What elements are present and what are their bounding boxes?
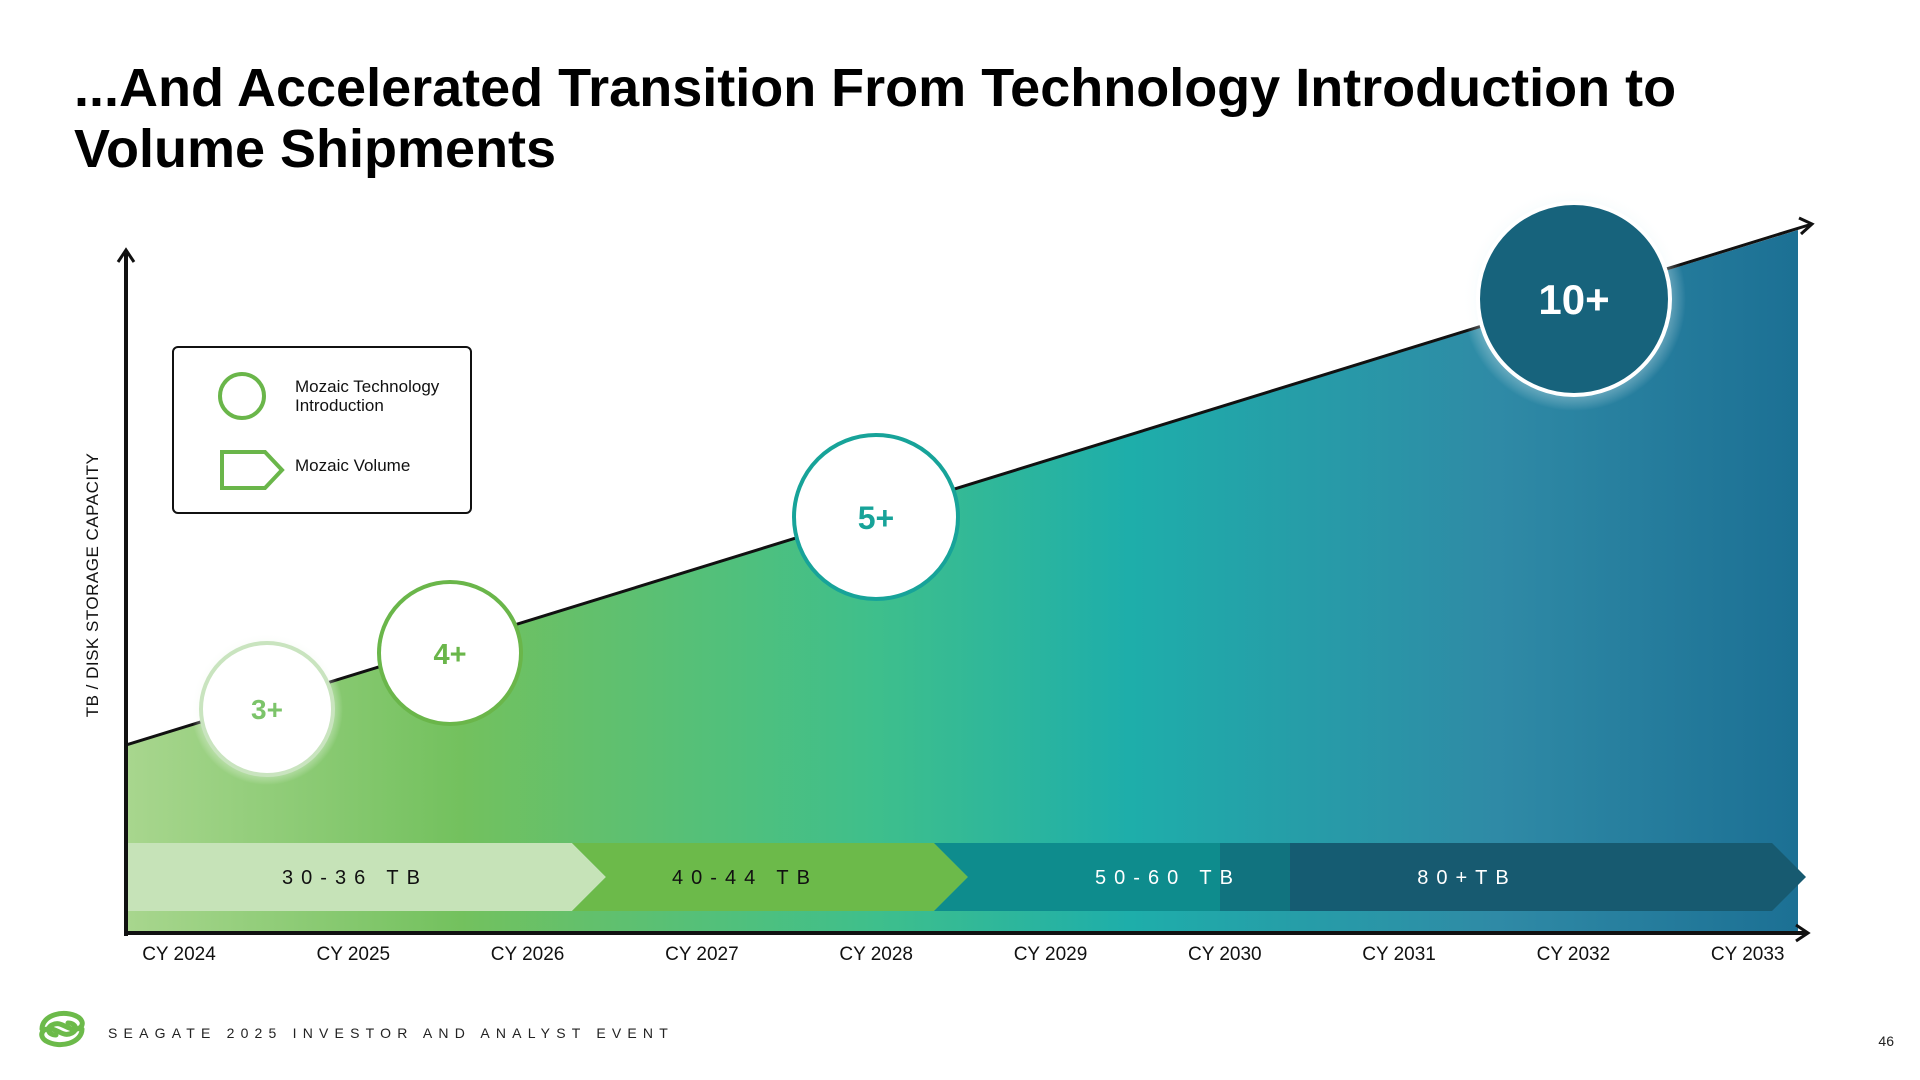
volume-band-1 — [128, 843, 606, 911]
trend-arrowhead — [1798, 216, 1815, 236]
legend-volume-label: Mozaic Volume — [295, 456, 410, 475]
x-tick-label: CY 2028 — [839, 944, 913, 965]
x-tick-label: CY 2032 — [1537, 944, 1611, 965]
intro-circle-5 — [792, 433, 960, 601]
x-tick-label: CY 2026 — [491, 944, 565, 965]
legend-box — [172, 346, 472, 514]
x-tick-label: CY 2027 — [665, 944, 739, 965]
volume-band-label-3: 50-60 TB — [1095, 867, 1241, 889]
legend-volume-arrow-icon — [220, 450, 285, 490]
intro-circle-4 — [377, 580, 523, 726]
x-axis-arrowhead — [1795, 923, 1811, 943]
volume-band-2 — [572, 843, 968, 911]
legend: Mozaic Technology Introduction Mozaic Vo… — [172, 346, 472, 514]
intro-circle-3 — [199, 641, 335, 777]
footer-event-name: SEAGATE 2025 INVESTOR AND ANALYST EVENT — [108, 1025, 674, 1041]
capacity-area — [126, 230, 1798, 933]
volume-band-label-1: 30-36 TB — [282, 867, 428, 889]
intro-label-4: 4+ — [433, 639, 466, 671]
volume-band-3-4-blend — [1220, 843, 1360, 911]
y-axis-label: TB / DISK STORAGE CAPACITY — [83, 453, 102, 718]
x-tick-label: CY 2033 — [1711, 944, 1785, 965]
seagate-logo-icon — [39, 1011, 85, 1047]
x-tick-label: CY 2031 — [1362, 944, 1436, 965]
legend-introduction-label-line2: Introduction — [295, 396, 384, 415]
x-tick-label: CY 2025 — [316, 944, 390, 965]
x-tick-label: CY 2030 — [1188, 944, 1262, 965]
volume-band-4 — [1290, 843, 1806, 911]
volume-band-label-4: 80+TB — [1417, 867, 1516, 889]
intro-label-10: 10+ — [1538, 276, 1609, 323]
intro-label-3: 3+ — [251, 694, 283, 725]
legend-introduction-label: Mozaic Technology Introduction — [295, 377, 444, 415]
intro-label-5: 5+ — [858, 500, 894, 536]
volume-band-3 — [934, 843, 1290, 911]
legend-introduction-label-line1: Mozaic Technology — [295, 377, 440, 396]
intro-circle-10 — [1476, 201, 1672, 397]
x-tick-label: CY 2024 — [142, 944, 216, 965]
volume-band-label-2: 40-44 TB — [672, 867, 818, 889]
y-axis-arrowhead — [116, 247, 136, 263]
slide-title: ...And Accelerated Transition From Techn… — [74, 58, 1677, 179]
x-tick-label: CY 2029 — [1014, 944, 1088, 965]
page-number: 46 — [1878, 1033, 1894, 1049]
legend-introduction-circle-icon — [218, 372, 266, 420]
